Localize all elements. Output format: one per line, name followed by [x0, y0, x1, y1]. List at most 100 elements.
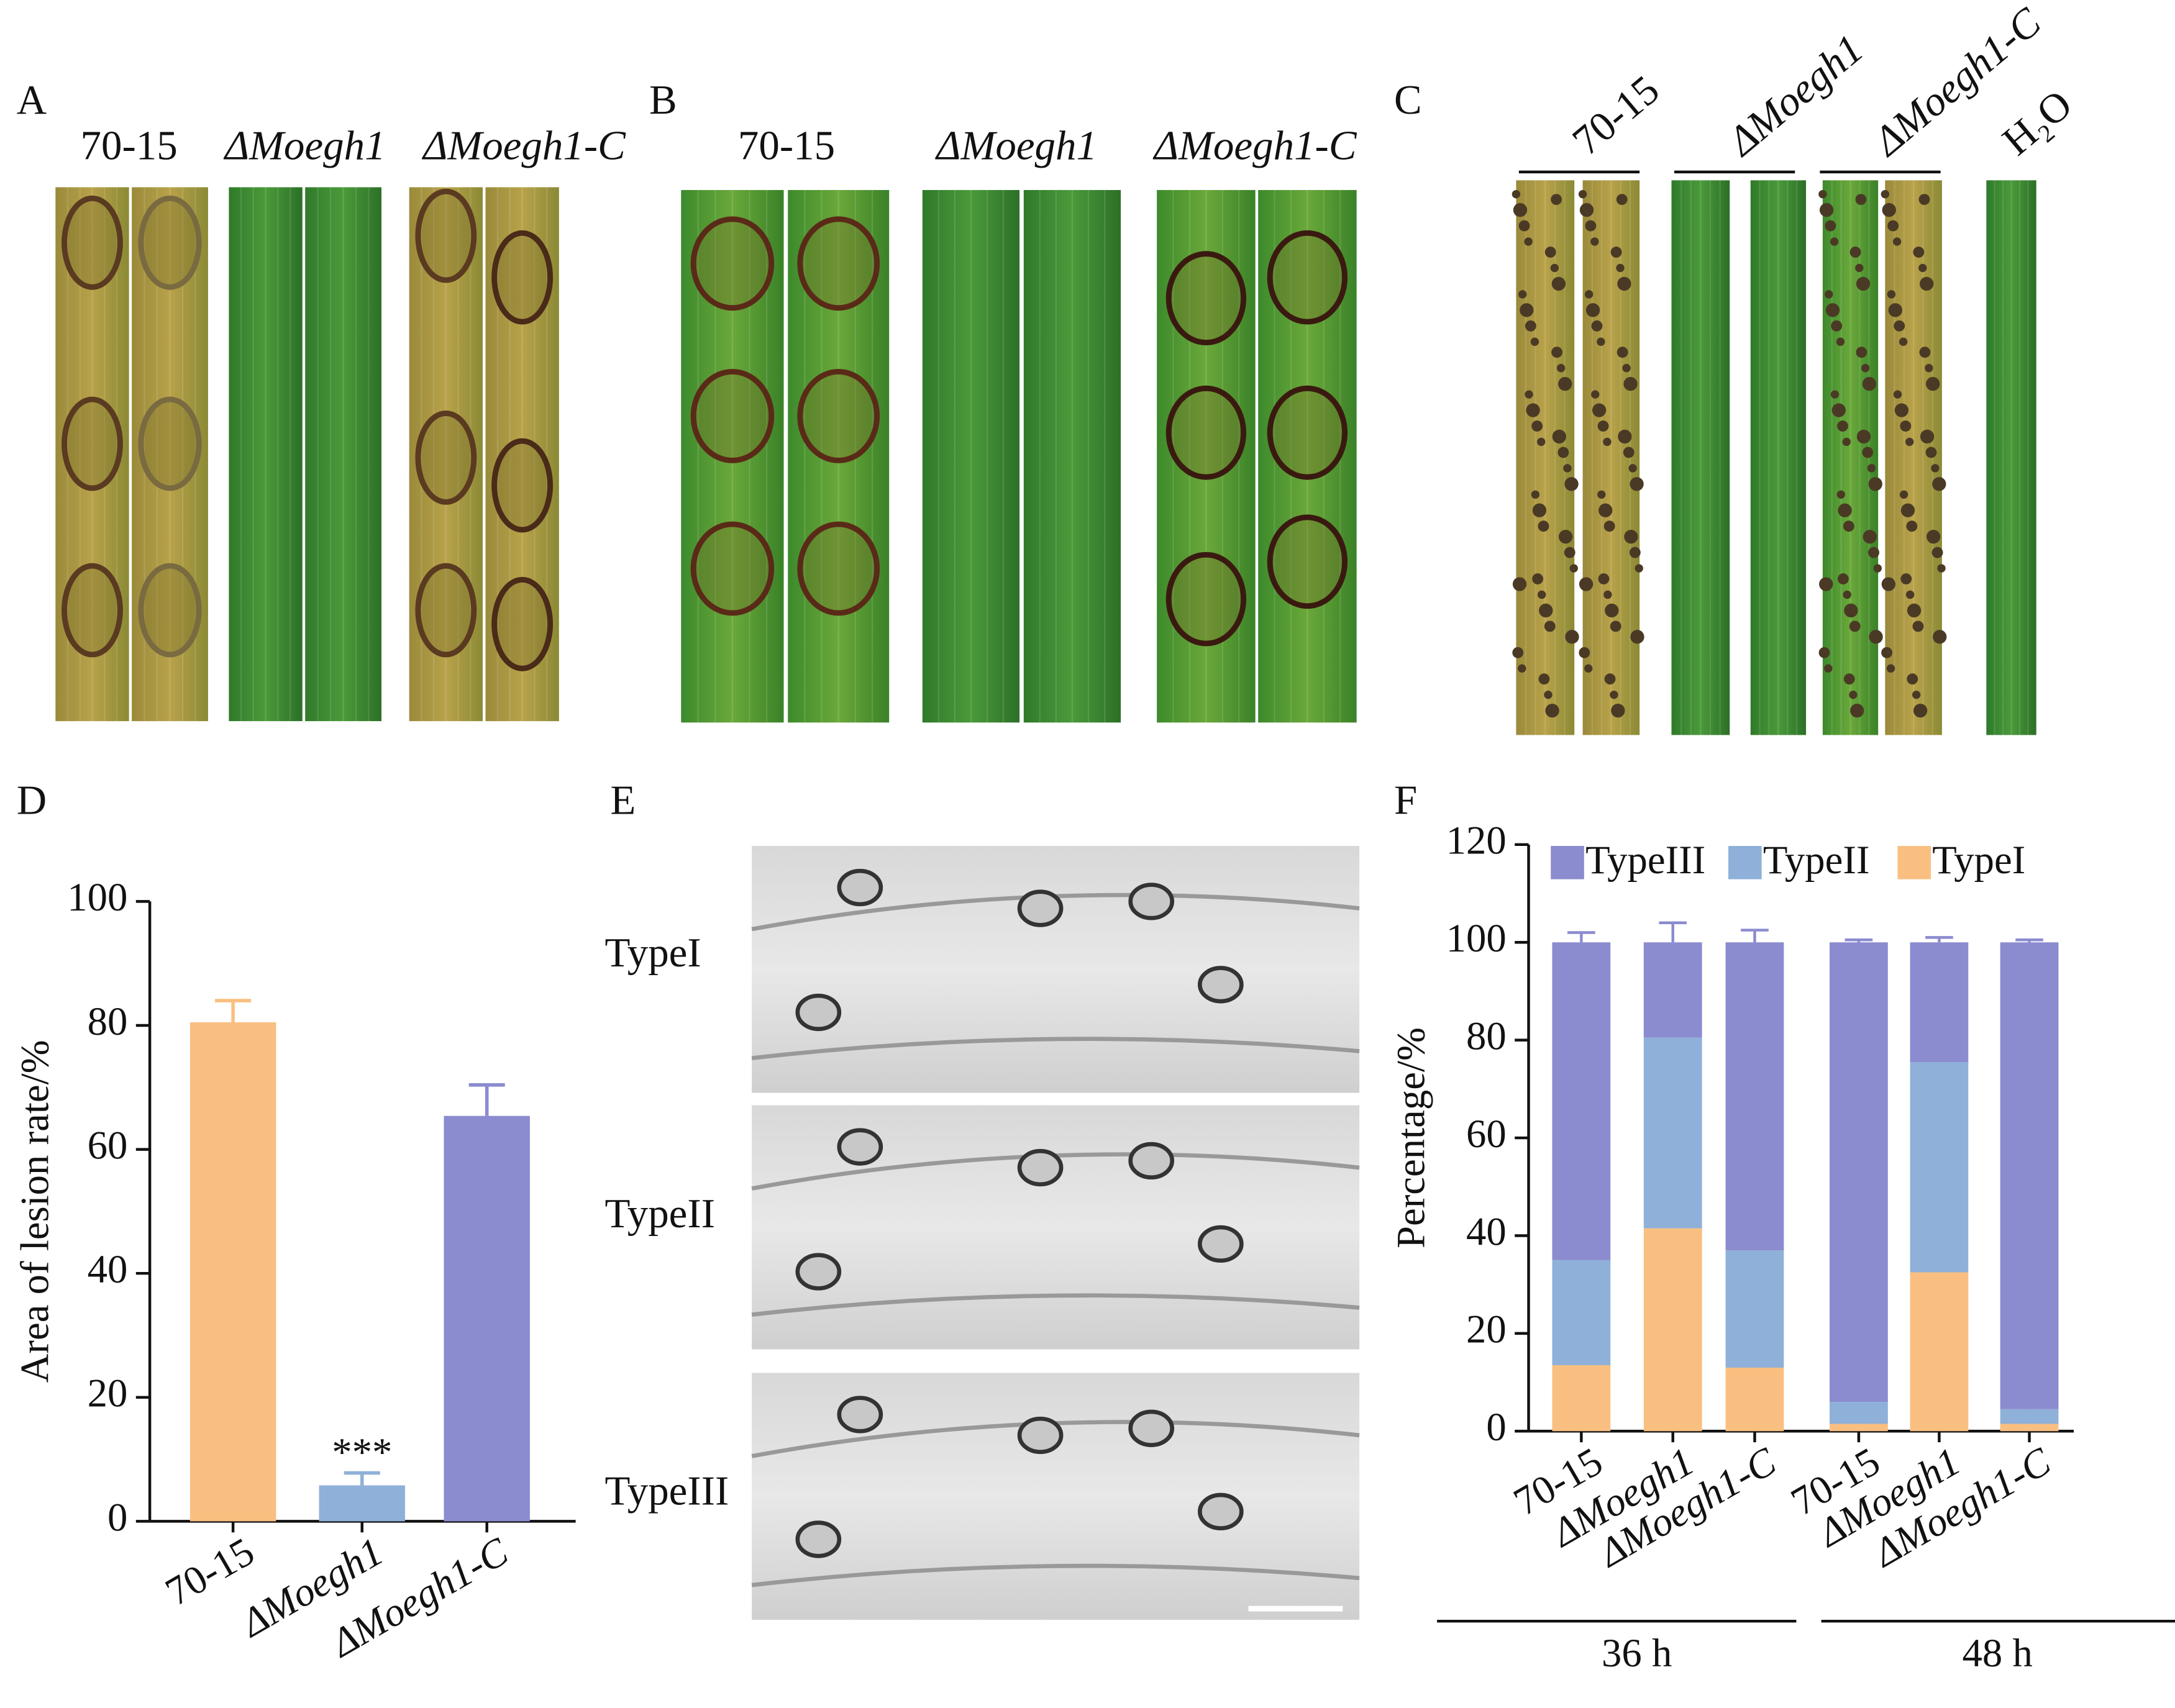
- lesion-spot: [1584, 290, 1594, 299]
- lesion-spot: [1512, 647, 1524, 658]
- lesion-spot: [1538, 673, 1550, 685]
- lesion-spot: [1855, 194, 1867, 206]
- lesion: [690, 216, 775, 311]
- bar-segment: [1910, 1272, 1969, 1432]
- lesion-spot: [1597, 490, 1606, 499]
- bar-segment: [1643, 1228, 1702, 1432]
- lesion-spot: [1825, 220, 1836, 232]
- lesion: [415, 188, 477, 283]
- lesion-spot: [1597, 420, 1609, 432]
- lesion-spot: [1551, 347, 1563, 358]
- lesion: [491, 576, 554, 671]
- micrograph-label: TypeI: [604, 930, 701, 976]
- spore: [1198, 966, 1244, 1004]
- bar: [444, 1115, 530, 1522]
- micrograph-label: TypeII: [604, 1191, 715, 1237]
- spore: [1017, 889, 1064, 927]
- lesion-spot: [1611, 703, 1625, 718]
- lesion-spot: [1824, 664, 1833, 673]
- lesion-spot: [1551, 194, 1562, 206]
- lesion: [62, 563, 123, 658]
- lesion-spot: [1856, 429, 1871, 444]
- legend-swatch: [1728, 846, 1762, 879]
- lesion-spot: [1925, 363, 1933, 373]
- lesion-spot: [1887, 290, 1896, 299]
- lesion-spot: [1900, 573, 1912, 584]
- lesion-spot: [1868, 547, 1879, 558]
- lesion: [1267, 230, 1348, 325]
- leaf: [229, 187, 303, 722]
- legend-swatch: [1551, 846, 1584, 879]
- legend-label: TypeIII: [1585, 838, 1705, 883]
- lesion: [138, 195, 202, 290]
- lesion-spot: [1512, 189, 1521, 199]
- lesion-spot: [1836, 337, 1845, 346]
- lesion-spot: [1558, 376, 1572, 391]
- lesion-spot: [1881, 577, 1896, 591]
- bar-segment: [1830, 1402, 1888, 1424]
- lesion-spot: [1603, 520, 1615, 532]
- lesion: [491, 438, 554, 533]
- lesion-spot: [1843, 590, 1851, 599]
- lesion-spot: [1843, 673, 1855, 685]
- photo-label: ΔMoegh1-C: [1152, 123, 1357, 169]
- lesion: [62, 396, 123, 491]
- lesion-spot: [1881, 189, 1890, 199]
- lesion: [415, 410, 477, 505]
- lesion-spot: [1532, 503, 1547, 517]
- lesion-spot: [1862, 376, 1877, 391]
- lesion-spot: [1597, 337, 1605, 346]
- lesion-spot: [1842, 437, 1851, 447]
- lesion-spot: [1585, 220, 1597, 232]
- lesion: [138, 396, 202, 491]
- leaf: [1750, 180, 1807, 735]
- lesion-spot: [1907, 673, 1918, 685]
- lesion-spot: [1592, 403, 1607, 417]
- lesion-spot: [1855, 263, 1864, 273]
- lesion-spot: [1590, 237, 1599, 246]
- lesion: [797, 521, 880, 616]
- bar-segment: [1910, 942, 1969, 1063]
- lesion-spot: [1512, 577, 1527, 591]
- lesion-spot: [1537, 437, 1546, 447]
- lesion-spot: [1913, 703, 1928, 718]
- lesion-spot: [1893, 390, 1902, 399]
- lesion: [491, 230, 554, 325]
- lesion-spot: [1630, 630, 1644, 644]
- leaf: [305, 187, 382, 722]
- lesion-spot: [1862, 447, 1874, 458]
- lesion-spot: [1905, 590, 1915, 599]
- lesion-spot: [1565, 630, 1579, 644]
- lesion-spot: [1824, 290, 1833, 299]
- lesion-spot: [1525, 390, 1533, 399]
- lesion-spot: [1867, 464, 1876, 473]
- spore: [795, 993, 842, 1032]
- lesion-spot: [1899, 337, 1908, 346]
- bar-segment: [1725, 942, 1784, 1251]
- lesion-spot: [1520, 303, 1534, 317]
- leaf: [922, 189, 1020, 723]
- lesion-spot: [1598, 503, 1613, 517]
- lesion-spot: [1616, 194, 1628, 206]
- group-label: 36 h: [1602, 1631, 1672, 1676]
- lesion-spot: [1825, 303, 1840, 317]
- panel-label: A: [17, 77, 47, 123]
- lesion-spot: [1907, 603, 1922, 618]
- lesion-spot: [1919, 347, 1931, 358]
- lesion-spot: [1618, 429, 1632, 444]
- lesion-spot: [1532, 573, 1544, 584]
- lesion-spot: [1843, 520, 1854, 532]
- lesion-spot: [1617, 276, 1631, 291]
- lesion-spot: [1837, 420, 1848, 432]
- bar: [319, 1485, 405, 1522]
- leaf: [1023, 189, 1121, 723]
- bar-segment: [1552, 942, 1611, 1260]
- lesion-spot: [1579, 577, 1594, 591]
- photo-label: 70-15: [738, 123, 835, 169]
- lesion-spot: [1868, 477, 1882, 491]
- y-tick-label: 20: [1466, 1307, 1507, 1352]
- panel-label: E: [610, 777, 636, 823]
- lesion-spot: [1518, 290, 1527, 299]
- lesion-spot: [1925, 447, 1937, 458]
- lesion: [62, 195, 123, 290]
